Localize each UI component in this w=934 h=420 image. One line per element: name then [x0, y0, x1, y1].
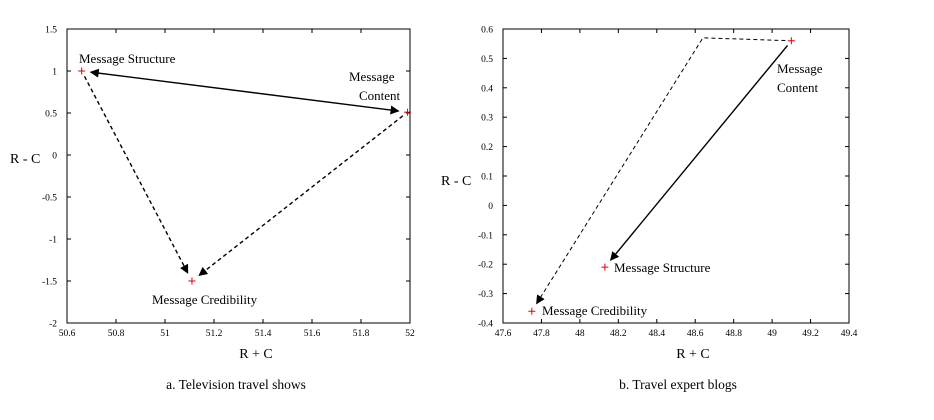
- chart-a-x-tick-label: 51.8: [353, 329, 370, 339]
- chart-a-y-tick-label: 0: [52, 152, 57, 162]
- chart-a-point-message-credibility: [188, 277, 196, 285]
- chart-b-label-message-structure: Message Structure: [614, 260, 711, 275]
- chart-b-caption: b. Travel expert blogs: [619, 377, 737, 392]
- chart-b-point-message-structure: [601, 263, 609, 271]
- chart-a-arrow-solid: [89, 68, 400, 115]
- chart-a-arrow-dashed: [198, 115, 404, 277]
- chart-a-x-tick-label: 50.8: [108, 329, 125, 339]
- chart-b-arrows: [536, 37, 789, 305]
- chart-a-plot-frame: [66, 28, 411, 324]
- chart-b-x-tick-label: 47.8: [533, 329, 550, 339]
- chart-a-arrow-dashed: [83, 75, 189, 274]
- chart-a-label-message-structure: Message Structure: [79, 51, 176, 66]
- chart-b-y-tick-label: -0.1: [478, 231, 493, 241]
- chart-a-y-tick-label: -1: [49, 236, 57, 246]
- chart-b-y-tick-label: 0.2: [481, 143, 493, 153]
- chart-b: 47.6 47.8 48 48.2 48.4 48.6 48.8 49 49.2 49.4 -0.4…: [441, 26, 858, 393]
- chart-b-x-tick-label: 48.8: [725, 329, 742, 339]
- chart-b-y-tick-label: -0.4: [478, 320, 493, 330]
- chart-b-point-message-credibility: [528, 307, 536, 315]
- chart-a-y-tick-label: 0.5: [45, 110, 57, 120]
- chart-b-x-tick-label: 48.2: [610, 329, 627, 339]
- chart-a-point-message-content: [404, 108, 412, 116]
- chart-a-y-tick-label: 1: [52, 68, 57, 78]
- chart-a-x-axis-label: R + C: [239, 347, 273, 362]
- chart-b-y-tick-label: 0.4: [481, 84, 493, 94]
- chart-a-caption: a. Television travel shows: [166, 377, 306, 392]
- chart-b-y-tick-label: -0.2: [478, 261, 493, 271]
- chart-a-x-tick-label: 52: [405, 329, 415, 339]
- chart-b-y-tick-label: -0.3: [478, 290, 493, 300]
- chart-a-y-tick-label: -0.5: [42, 194, 57, 204]
- chart-a-y-axis-label: R - C: [10, 152, 40, 167]
- chart-a: 50.6 50.8 51 51.2 51.4 51.6 51.8 52 -2 -1.5 -1 -0.5…: [10, 26, 415, 393]
- chart-a-label-message-credibility: Message Credibility: [152, 292, 258, 307]
- chart-a-arrows: [83, 68, 404, 277]
- chart-a-x-tick-label: 51.4: [255, 329, 272, 339]
- chart-b-y-tick-label: 0: [488, 202, 493, 212]
- chart-b-x-tick-label: 49.2: [802, 329, 819, 339]
- chart-b-y-axis-label: R - C: [441, 174, 471, 189]
- chart-b-x-tick-label: 48.6: [687, 329, 704, 339]
- chart-a-y-tick-label: -1.5: [42, 278, 57, 288]
- chart-a-x-tick-label: 51.6: [304, 329, 321, 339]
- chart-b-x-tick-label: 49: [767, 329, 777, 339]
- chart-a-label-message-content-line1: Message: [349, 69, 395, 84]
- chart-b-x-tick-label: 48: [575, 329, 585, 339]
- chart-b-x-tick-label: 48.4: [648, 329, 665, 339]
- chart-b-label-message-content-line1: Message: [777, 61, 823, 76]
- chart-b-x-tick-label: 47.6: [495, 329, 512, 339]
- chart-b-ticks: 47.6 47.8 48 48.2 48.4 48.6 48.8 49 49.2 49.4 -0.4…: [478, 26, 858, 340]
- chart-a-y-tick-label: -2: [49, 320, 57, 330]
- chart-a-x-tick-label: 51.2: [206, 329, 223, 339]
- chart-b-point-message-content: [787, 37, 795, 45]
- chart-b-label-message-content-line2: Content: [777, 80, 819, 95]
- chart-b-label-message-credibility: Message Credibility: [542, 303, 648, 318]
- chart-b-y-tick-label: 0.3: [481, 114, 493, 124]
- chart-b-points: [528, 37, 795, 315]
- chart-a-x-tick-label: 51: [160, 329, 170, 339]
- chart-b-y-tick-label: 0.6: [481, 26, 493, 36]
- chart-a-ticks: 50.6 50.8 51 51.2 51.4 51.6 51.8 52 -2 -1.5 -1 -0.5…: [42, 26, 415, 340]
- chart-a-point-message-structure: [78, 67, 86, 75]
- chart-a-y-tick-label: 1.5: [45, 26, 57, 36]
- chart-b-arrow-solid: [610, 44, 789, 261]
- chart-b-x-tick-label: 49.4: [841, 329, 858, 339]
- chart-a-x-tick-label: 50.6: [59, 329, 76, 339]
- chart-b-x-axis-label: R + C: [676, 347, 710, 362]
- chart-b-y-tick-label: 0.1: [481, 173, 493, 183]
- chart-a-points: [78, 67, 412, 285]
- chart-a-label-message-content-line2: Content: [359, 88, 401, 103]
- chart-b-y-tick-label: 0.5: [481, 55, 493, 65]
